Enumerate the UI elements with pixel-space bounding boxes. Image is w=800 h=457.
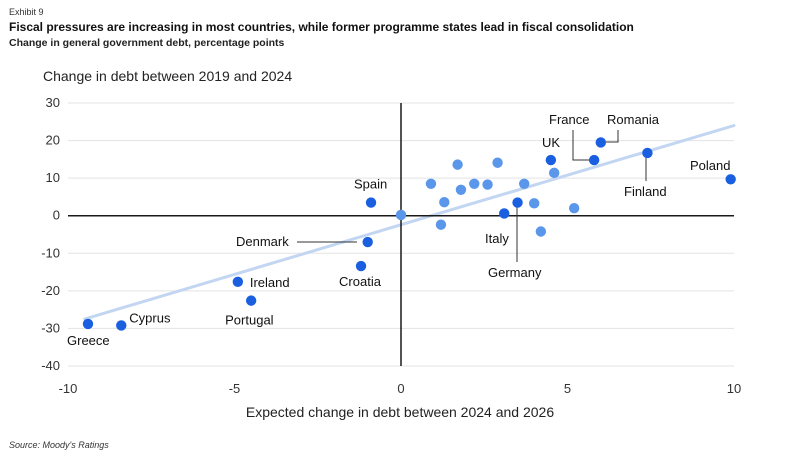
trendline [83,124,736,321]
y-tick-label: 20 [46,133,60,148]
source-note: Source: Moody's Ratings [9,440,109,450]
point-label: Italy [485,231,509,246]
x-tick-label: -10 [59,381,78,396]
x-tick-label: -5 [229,381,241,396]
data-point [435,219,447,230]
data-point-highlighted [512,197,523,208]
points-layer [82,137,736,331]
data-point [469,178,480,189]
data-point [439,196,450,208]
y-tick-label: 0 [53,208,60,223]
data-point [482,179,493,190]
leader-lines [297,130,647,262]
data-point-highlighted [82,318,94,330]
point-labels: Greece Cyprus Ireland Portugal Denmark Croati… [67,112,730,348]
axis-layer: 30 20 10 0 -10 -20 -30 -40 -10 -5 0 5 10 [41,95,741,396]
data-point-highlighted [365,197,377,208]
y-axis-title: Change in debt between 2019 and 2024 [43,68,292,84]
data-point [548,167,560,179]
x-axis-title: Expected change in debt between 2024 and… [246,404,554,420]
point-label: Germany [488,265,542,280]
y-tick-label: -30 [41,320,60,335]
y-tick-label: 10 [46,170,60,185]
y-tick-label: -10 [41,245,60,260]
point-label: Denmark [236,234,289,249]
data-point [529,198,540,209]
data-point-highlighted [499,208,510,219]
data-point [455,184,467,195]
data-point [568,203,580,214]
point-label: Finland [624,184,667,199]
leader-line [572,130,590,161]
point-label: Portugal [225,313,274,328]
data-point [452,159,463,170]
point-label: Greece [67,333,110,348]
point-label: Ireland [250,275,290,290]
exhibit-label: Exhibit 9 [9,7,44,17]
trendline-layer [83,124,736,321]
point-label: Romania [607,112,660,127]
x-tick-label: 5 [564,381,571,396]
data-point [395,209,407,221]
point-label: Croatia [339,274,382,289]
data-point-highlighted [232,276,244,288]
data-point-highlighted [116,320,127,331]
data-point-highlighted [725,174,736,185]
data-point-highlighted [595,137,606,148]
point-label: Poland [690,158,730,173]
data-point-highlighted [355,260,367,272]
data-point-highlighted [545,154,557,166]
x-tick-label: 0 [397,381,404,396]
point-label: UK [542,135,560,150]
y-tick-label: -20 [41,283,60,298]
point-label: Cyprus [129,310,171,325]
data-point [519,178,530,189]
data-point-highlighted [362,236,373,248]
data-point [492,157,503,168]
y-tick-label: 30 [46,95,60,110]
x-tick-label: 10 [727,381,741,396]
point-label: Spain [354,177,387,192]
data-point-highlighted [588,154,600,166]
leader-line [606,130,619,143]
point-label: France [549,112,589,127]
chart-subtitle: Change in general government debt, perce… [9,37,285,49]
y-tick-label: -40 [41,358,60,373]
data-point [535,226,547,237]
data-point-highlighted [642,147,653,159]
data-point [425,178,437,189]
data-point-highlighted [245,295,257,306]
chart-title: Fiscal pressures are increasing in most … [9,20,634,34]
